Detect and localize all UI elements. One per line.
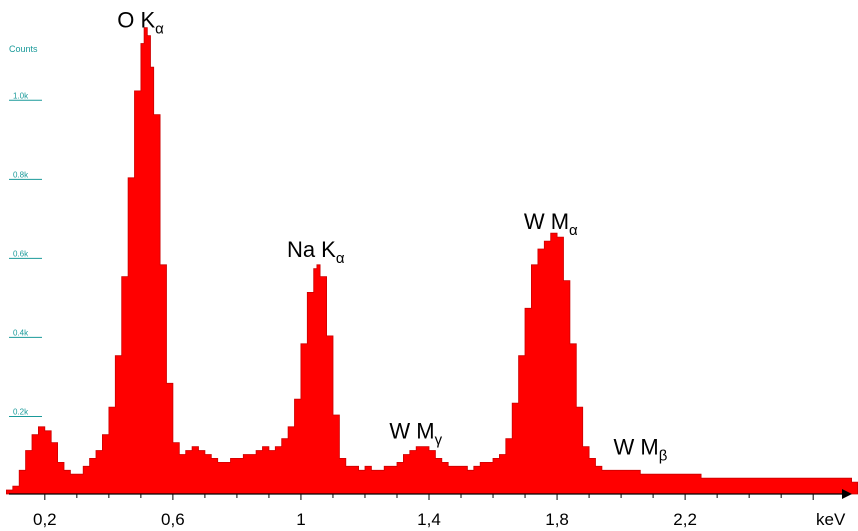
peak-label: W Mγ xyxy=(389,419,442,449)
peak-labels: O Kα Na Kα W Mγ W Mα W Mβ xyxy=(117,8,667,465)
y-tick-label: 0.8k xyxy=(13,170,29,179)
x-axis-label: keV xyxy=(816,510,846,529)
spectrum-series xyxy=(6,27,858,495)
peak-label: O Kα xyxy=(117,8,164,38)
x-tick-label: 1,4 xyxy=(417,510,441,529)
peak-label: Na Kα xyxy=(287,237,345,267)
x-ticks: 0,2 0,6 1 1,4 1,8 2,2 xyxy=(33,494,814,529)
y-axis: Counts xyxy=(9,44,38,54)
y-ticks: 0.2k 0.4k 0.6k 0.8k 1.0k xyxy=(9,91,42,417)
x-tick-label: 0,6 xyxy=(161,510,185,529)
y-tick-label: 1.0k xyxy=(13,91,29,100)
y-tick-label: 0.4k xyxy=(13,328,29,337)
peak-label: W Mβ xyxy=(614,434,668,464)
x-tick-label: 2,2 xyxy=(673,510,697,529)
y-tick-label: 0.6k xyxy=(13,249,29,258)
x-tick-label: 1 xyxy=(296,510,305,529)
y-tick-label: 0.2k xyxy=(13,407,29,416)
spectrum-area xyxy=(6,27,858,495)
x-tick-label: 1,8 xyxy=(545,510,569,529)
x-tick-label: 0,2 xyxy=(33,510,57,529)
x-axis-arrow xyxy=(842,489,852,499)
peak-label: W Mα xyxy=(524,209,578,239)
y-axis-label: Counts xyxy=(9,44,38,54)
